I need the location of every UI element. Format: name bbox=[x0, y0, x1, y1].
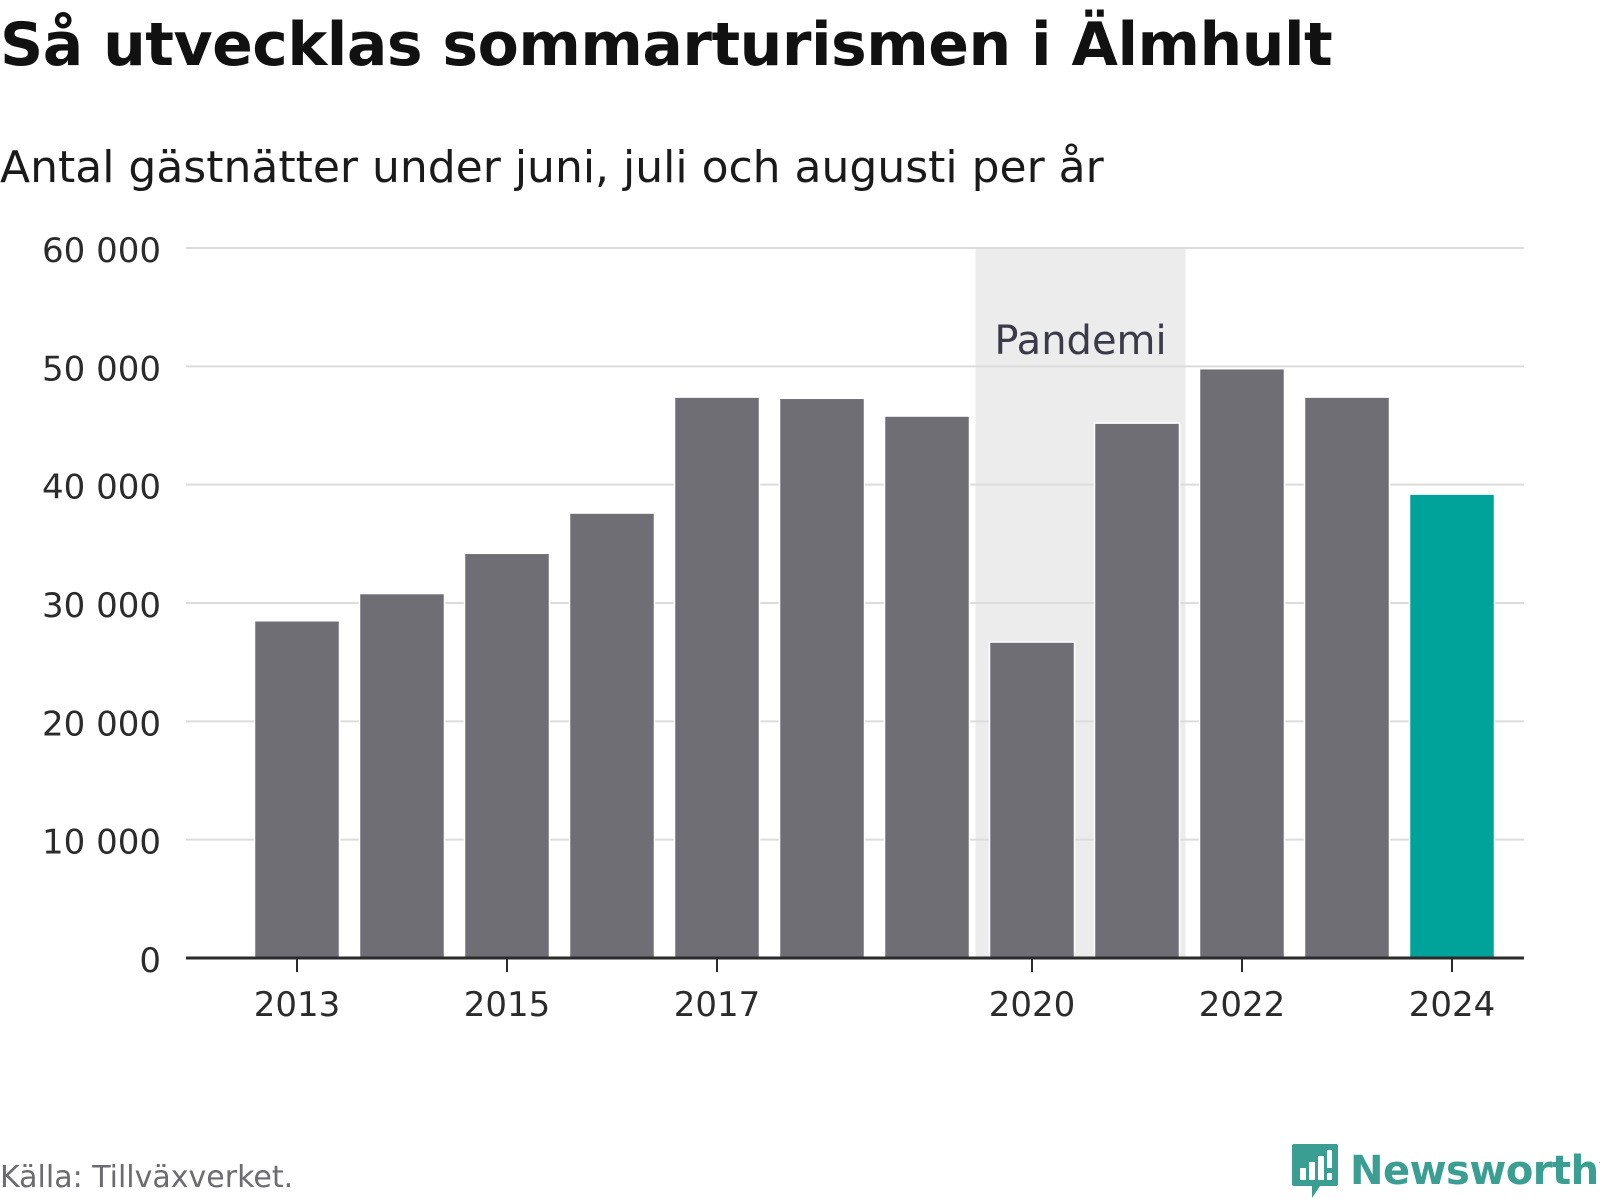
y-tick-label: 30 000 bbox=[42, 586, 161, 626]
x-tick-label: 2024 bbox=[1409, 985, 1496, 1025]
bar bbox=[1198, 367, 1286, 959]
chart-title: Så utvecklas sommarturismen i Älmhult bbox=[0, 10, 1333, 80]
bar bbox=[1408, 493, 1496, 959]
y-tick-label: 20 000 bbox=[42, 704, 161, 744]
brand: Newsworthy bbox=[1290, 1142, 1600, 1200]
y-tick-label: 50 000 bbox=[42, 349, 161, 389]
bar bbox=[1303, 396, 1391, 959]
bar bbox=[358, 592, 446, 959]
bar bbox=[883, 415, 971, 959]
brand-name: Newsworthy bbox=[1350, 1148, 1600, 1194]
bar bbox=[253, 620, 341, 959]
x-tick-label: 2022 bbox=[1199, 985, 1286, 1025]
bar bbox=[673, 396, 761, 959]
y-tick-label: 10 000 bbox=[42, 823, 161, 863]
bar bbox=[988, 641, 1076, 959]
chart-subtitle: Antal gästnätter under juni, juli och au… bbox=[0, 142, 1104, 193]
newsworthy-logo-icon bbox=[1292, 1144, 1338, 1198]
y-tick-label: 0 bbox=[139, 941, 161, 981]
x-tick-label: 2020 bbox=[989, 985, 1076, 1025]
bar bbox=[778, 397, 866, 959]
bar bbox=[1093, 422, 1181, 959]
y-tick-label: 60 000 bbox=[42, 231, 161, 271]
source-note: Källa: Tillväxverket. bbox=[0, 1160, 294, 1195]
x-tick-label: 2013 bbox=[254, 985, 341, 1025]
bar bbox=[568, 512, 656, 959]
x-tick-label: 2015 bbox=[464, 985, 551, 1025]
pandemic-label: Pandemi bbox=[994, 318, 1166, 364]
bar bbox=[463, 552, 551, 959]
x-tick-label: 2017 bbox=[674, 985, 761, 1025]
y-tick-label: 40 000 bbox=[42, 468, 161, 508]
